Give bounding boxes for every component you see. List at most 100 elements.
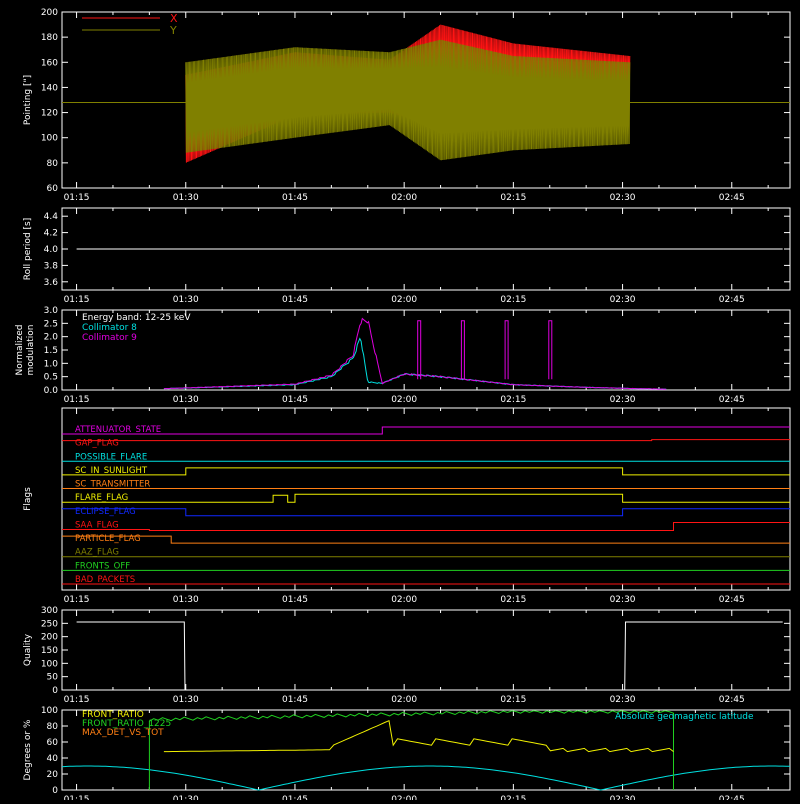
- y-tick-label: 50: [47, 673, 59, 683]
- y-tick-label: 1.5: [44, 346, 58, 356]
- x-tick-label: 02:15: [500, 795, 526, 800]
- y-axis-label: Flags: [23, 487, 33, 511]
- flags-frame: [61, 407, 791, 591]
- series-collimator-9-line: [163, 317, 667, 390]
- flag-label: FLARE_FLAG: [75, 493, 128, 503]
- y-tick-label: 2.0: [44, 333, 59, 343]
- x-tick-label: 01:30: [173, 795, 199, 800]
- x-tick-label: 02:45: [719, 795, 745, 800]
- x-tick-label: 01:30: [173, 193, 199, 203]
- x-tick-label: 02:15: [500, 295, 526, 305]
- flag-label: ECLIPSE_FLAG: [75, 507, 136, 517]
- x-tick-label: 02:30: [610, 395, 636, 405]
- legend-label: FRONT_RATIO: [82, 710, 144, 720]
- y-axis-label: Pointing ["]: [23, 75, 33, 125]
- x-tick-label: 02:00: [391, 595, 417, 605]
- x-tick-label: 02:15: [500, 395, 526, 405]
- y-tick-label: 80: [47, 722, 59, 732]
- y-tick-label: 60: [47, 738, 59, 748]
- y-axis-label: Degrees or %: [23, 719, 33, 780]
- flag-label: POSSIBLE_FLARE: [75, 452, 147, 462]
- x-tick-label: 02:15: [500, 595, 526, 605]
- x-tick-label: 02:45: [719, 595, 745, 605]
- y-tick-label: 3.8: [44, 261, 59, 271]
- x-tick-label: 01:30: [173, 295, 199, 305]
- legend-label: MAX_DET_VS_TOT: [82, 728, 164, 738]
- flag-label: AAZ_FLAG: [75, 548, 119, 558]
- y-tick-label: 4.0: [44, 245, 59, 255]
- x-tick-label: 01:45: [282, 695, 308, 705]
- y-tick-label: 0: [52, 786, 58, 796]
- legend-label: Collimator 8: [82, 323, 137, 333]
- y-tick-label: 200: [41, 8, 58, 18]
- y-tick-label: 100: [41, 659, 58, 669]
- legend-label: Collimator 9: [82, 333, 137, 343]
- x-tick-label: 01:15: [64, 395, 90, 405]
- flag-gap-flag-line: [62, 439, 790, 442]
- modulation-spike: [460, 320, 465, 380]
- legend-label: Energy band: 12-25 keV: [82, 313, 191, 323]
- legend-label: X: [170, 12, 178, 25]
- x-tick-label: 01:45: [282, 595, 308, 605]
- x-tick-label: 01:30: [173, 595, 199, 605]
- front-ratio-1225-line: [148, 710, 674, 790]
- quality-line: [76, 621, 783, 691]
- x-tick-label: 02:45: [719, 695, 745, 705]
- y-axis-label: Normalized: [15, 324, 25, 375]
- x-tick-label: 01:45: [282, 295, 308, 305]
- y-tick-label: 2.5: [44, 319, 58, 329]
- x-tick-label: 01:45: [282, 395, 308, 405]
- y-tick-label: 80: [47, 159, 59, 169]
- legend-label: Absolute geomagnetic latitude: [615, 712, 754, 722]
- y-tick-label: 4.4: [44, 212, 59, 222]
- data-layer: [61, 17, 791, 791]
- y-axis-label: modulation: [26, 325, 36, 376]
- x-tick-label: 02:45: [719, 295, 745, 305]
- y-tick-label: 4.2: [44, 229, 58, 239]
- flag-label: PARTICLE_FLAG: [75, 534, 141, 544]
- y-tick-label: 0.0: [44, 386, 59, 396]
- y-tick-label: 1.0: [44, 359, 59, 369]
- x-tick-label: 02:45: [719, 193, 745, 203]
- x-tick-label: 02:30: [610, 295, 636, 305]
- flag-label: SAA_FLAG: [75, 520, 119, 530]
- flag-label: SC_IN_SUNLIGHT: [75, 466, 148, 476]
- flag-saa-flag-line: [62, 522, 790, 531]
- y-tick-label: 40: [47, 754, 59, 764]
- y-tick-label: 3.0: [44, 306, 59, 316]
- x-tick-label: 01:15: [64, 695, 90, 705]
- geomagnetic-latitude-line: [61, 765, 791, 791]
- x-tick-label: 01:30: [173, 395, 199, 405]
- y-tick-label: 300: [41, 606, 58, 616]
- y-tick-label: 0: [52, 686, 58, 696]
- x-tick-label: 01:45: [282, 795, 308, 800]
- x-tick-label: 02:45: [719, 395, 745, 405]
- legend-label: FRONT_RATIO_1225: [82, 719, 171, 729]
- x-tick-label: 02:30: [610, 695, 636, 705]
- x-tick-label: 01:15: [64, 295, 90, 305]
- y-tick-label: 250: [41, 619, 58, 629]
- x-tick-label: 01:15: [64, 193, 90, 203]
- y-tick-label: 0.5: [44, 373, 58, 383]
- text-layer: 01:15 01:30 01:45 02:00 02:15 02:30 02:45 60 80 1…: [15, 8, 754, 804]
- x-tick-label: 02:30: [610, 193, 636, 203]
- x-tick-label: 02:00: [391, 193, 417, 203]
- x-tick-label: 02:00: [391, 295, 417, 305]
- y-tick-label: 200: [41, 633, 58, 643]
- modulation-spike: [417, 320, 422, 380]
- series-y-line: [185, 39, 631, 161]
- x-tick-label: 02:15: [500, 695, 526, 705]
- flag-attenuator-state-line: [62, 426, 790, 435]
- x-tick-label: 01:30: [173, 695, 199, 705]
- degrees-frame: [61, 709, 791, 791]
- front-ratio-line: [163, 719, 674, 753]
- y-tick-label: 60: [47, 184, 59, 194]
- y-tick-label: 100: [41, 706, 58, 716]
- flag-label: SC_TRANSMITTER: [75, 480, 150, 490]
- x-tick-label: 02:00: [391, 695, 417, 705]
- flag-label: FRONTS_OFF: [75, 561, 130, 571]
- flag-label: ATTENUATOR_STATE: [75, 425, 161, 435]
- y-tick-label: 120: [41, 109, 58, 119]
- x-tick-label: 02:00: [391, 795, 417, 800]
